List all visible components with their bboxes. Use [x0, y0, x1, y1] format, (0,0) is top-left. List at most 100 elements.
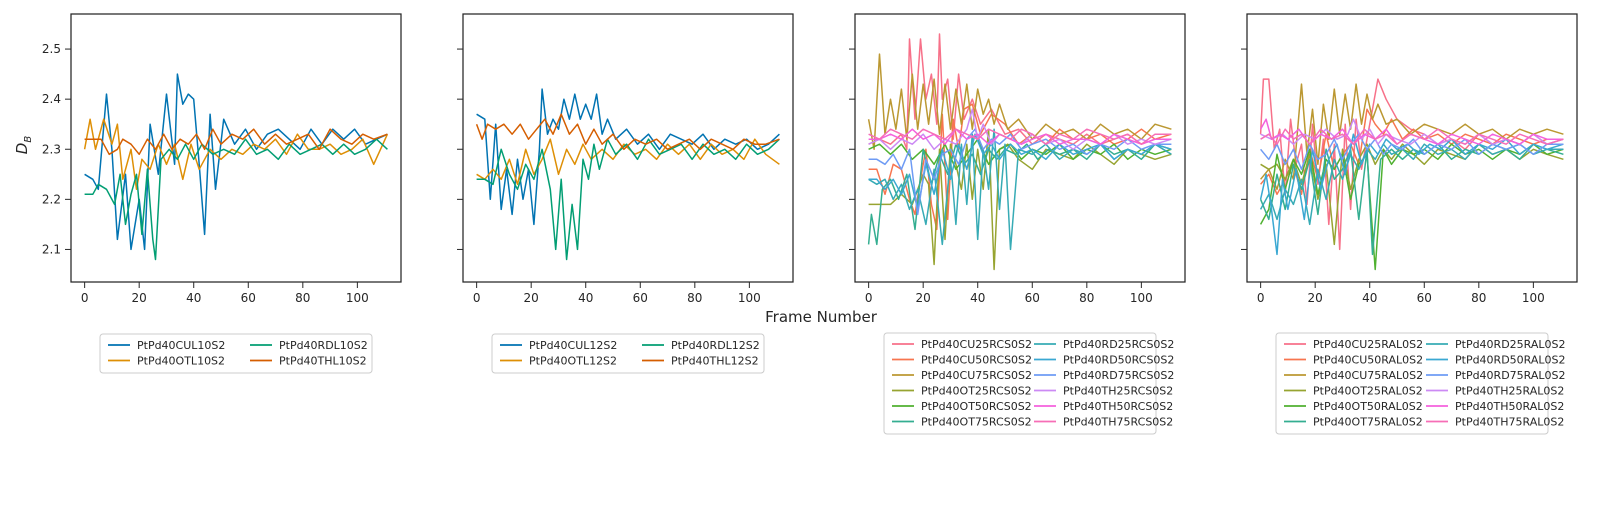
chart-panel-2: 0 20 40 60 80 100PtPd40CUL12S2PtPd40OTL12S2Pt… [457, 13, 794, 374]
x-axis-label: Frame Number [765, 308, 878, 326]
legend: PtPd40CUL10S2 PtPd40OTL10S2 PtPd40RDL10S2 P… [99, 333, 373, 374]
panels: 2.1 2.2 2.3 2.4 2.5 0 20 40 60 80 100 PtPd40CUL10S2… [42, 13, 1578, 435]
x-tick-label: 60 [1025, 291, 1040, 305]
x-tick-label: 20 [1308, 291, 1323, 305]
legend-item: PtPd40RD75RCS0S2 [1034, 369, 1174, 382]
series-line-ptpd40rd50rcs0s2 [868, 133, 1172, 211]
legend-label: PtPd40RD25RCS0S2 [1063, 338, 1174, 351]
legend-label: PtPd40OT25RAL0S2 [1313, 385, 1423, 398]
legend-label: PtPd40TH25RCS0S2 [1063, 385, 1173, 398]
legend-item: PtPd40TH75RAL0S2 [1426, 416, 1564, 429]
legend-label: PtPd40THL10S2 [279, 355, 367, 368]
x-tick-label: 0 [1257, 291, 1265, 305]
y-axis-label-subscript: B [23, 136, 34, 143]
legend-item: PtPd40TH75RCS0S2 [1034, 416, 1173, 429]
legend-label: PtPd40OT50RCS0S2 [921, 400, 1032, 413]
legend-box [1275, 332, 1549, 435]
series-line-ptpd40ot50ral0s2 [1259, 143, 1564, 271]
x-tick-label: 0 [865, 291, 873, 305]
legend-item: PtPd40RD25RAL0S2 [1426, 338, 1566, 351]
x-tick-label: 40 [578, 291, 593, 305]
legend-label: PtPd40CU25RAL0S2 [1313, 338, 1423, 351]
legend-label: PtPd40OTL10S2 [137, 355, 225, 368]
legend-label: PtPd40CU75RAL0S2 [1313, 369, 1423, 382]
x-tick-label: 100 [738, 291, 761, 305]
x-tick-label: 0 [473, 291, 481, 305]
legend-label: PtPd40CU50RAL0S2 [1313, 354, 1423, 367]
legend-item: PtPd40OT50RAL0S2 [1284, 400, 1423, 413]
series-line-ptpd40rd50ral0s2 [1259, 133, 1564, 256]
axes-frame [1246, 13, 1578, 283]
legend-item: PtPd40CU75RCS0S2 [892, 369, 1032, 382]
legend-label: PtPd40OT25RCS0S2 [921, 385, 1032, 398]
x-tick-label: 60 [633, 291, 648, 305]
y-tick-label: 2.5 [42, 42, 61, 56]
legend-item: PtPd40OT75RAL0S2 [1284, 416, 1423, 429]
legend-item: PtPd40CU75RAL0S2 [1284, 369, 1423, 382]
legend-label: PtPd40CUL12S2 [529, 339, 617, 352]
x-tick-label: 80 [295, 291, 310, 305]
x-tick-label: 20 [524, 291, 539, 305]
y-tick-label: 2.1 [42, 242, 61, 256]
series-line-ptpd40rd75ral0s2 [1260, 133, 1564, 171]
legend-box [883, 332, 1157, 435]
legend-label: PtPd40TH50RCS0S2 [1063, 400, 1173, 413]
legend-item: PtPd40OT25RCS0S2 [892, 385, 1032, 398]
y-tick-label: 2.4 [42, 92, 61, 106]
series-line-ptpd40thl12s2 [475, 113, 780, 151]
legend-item: PtPd40RDL12S2 [642, 339, 760, 352]
axes-frame [462, 13, 794, 283]
series-line-ptpd40cu50ral0s2 [1260, 108, 1564, 196]
legend-label: PtPd40RD50RAL0S2 [1455, 354, 1566, 367]
legend-box [491, 333, 765, 374]
legend-item: PtPd40RD50RAL0S2 [1426, 354, 1566, 367]
legend-item: PtPd40TH50RAL0S2 [1426, 400, 1564, 413]
legend-label: PtPd40TH75RCS0S2 [1063, 416, 1173, 429]
legend-item: PtPd40RD75RAL0S2 [1426, 369, 1566, 382]
axes-frame [70, 13, 402, 283]
y-tick-label: 2.3 [42, 142, 61, 156]
legend-item: PtPd40CU50RAL0S2 [1284, 354, 1423, 367]
legend-item: PtPd40TH25RAL0S2 [1426, 385, 1564, 398]
legend-label: PtPd40OT50RAL0S2 [1313, 400, 1423, 413]
legend-label: PtPd40RD75RCS0S2 [1063, 369, 1174, 382]
legend-label: PtPd40RD75RAL0S2 [1455, 369, 1566, 382]
legend-label: PtPd40RDL12S2 [671, 339, 760, 352]
legend-item: PtPd40CU25RCS0S2 [892, 338, 1032, 351]
x-tick-label: 40 [186, 291, 201, 305]
legend-item: PtPd40THL12S2 [642, 355, 759, 368]
legend-label: PtPd40CU25RCS0S2 [921, 338, 1032, 351]
legend-item: PtPd40CU25RAL0S2 [1284, 338, 1423, 351]
legend-item: PtPd40RD25RCS0S2 [1034, 338, 1174, 351]
series-group [475, 88, 780, 261]
legend-label: PtPd40RDL10S2 [279, 339, 368, 352]
x-tick-label: 20 [132, 291, 147, 305]
chart-panel-1: 2.1 2.2 2.3 2.4 2.5 0 20 40 60 80 100 PtPd40CUL10S2… [42, 13, 402, 374]
series-line-ptpd40th75ral0s2 [1260, 128, 1564, 145]
x-tick-label: 80 [1079, 291, 1094, 305]
legend-label: PtPd40OT75RCS0S2 [921, 416, 1032, 429]
x-tick-label: 60 [1417, 291, 1432, 305]
series-line-ptpd40rd75rcs0s2 [868, 128, 1172, 216]
legend-label: PtPd40TH25RAL0S2 [1455, 385, 1564, 398]
x-tick-label: 100 [346, 291, 369, 305]
x-tick-label: 40 [970, 291, 985, 305]
legend-item: PtPd40RD50RCS0S2 [1034, 354, 1174, 367]
legend-item: PtPd40OTL10S2 [108, 355, 225, 368]
legend-item: PtPd40OT75RCS0S2 [892, 416, 1032, 429]
x-tick-label: 100 [1130, 291, 1153, 305]
y-axis-label: DB [13, 136, 34, 155]
legend-box [99, 333, 373, 374]
legend-label: PtPd40TH75RAL0S2 [1455, 416, 1564, 429]
legend-label: PtPd40RD25RAL0S2 [1455, 338, 1566, 351]
legend-label: PtPd40TH50RAL0S2 [1455, 400, 1564, 413]
series-group [83, 73, 389, 261]
legend: PtPd40CU25RCS0S2 PtPd40CU50RCS0S2 PtPd40CU… [883, 332, 1174, 435]
legend: PtPd40CU25RAL0S2 PtPd40CU50RAL0S2 PtPd40CU… [1275, 332, 1566, 435]
chart-panel-4: 0 20 40 60 80 100 PtPd40CU25RAL0S2 PtPd40CU50RA… [1241, 13, 1578, 435]
series-group [1259, 78, 1564, 271]
legend-item: PtPd40CUL10S2 [108, 339, 225, 352]
legend-item: PtPd40OT25RAL0S2 [1284, 385, 1423, 398]
legend-item: PtPd40TH25RCS0S2 [1034, 385, 1173, 398]
